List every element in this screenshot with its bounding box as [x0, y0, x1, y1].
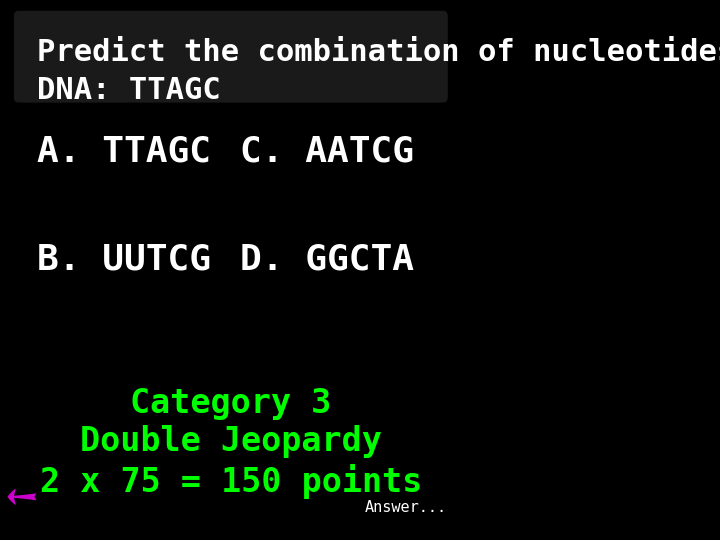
Text: Answer...: Answer...: [365, 500, 447, 515]
Text: A. TTAGC: A. TTAGC: [37, 134, 211, 168]
Text: C. AATCG: C. AATCG: [240, 134, 414, 168]
Text: B. UUTCG: B. UUTCG: [37, 242, 211, 276]
FancyBboxPatch shape: [14, 11, 448, 103]
Text: Category 3
Double Jeopardy
2 x 75 = 150 points: Category 3 Double Jeopardy 2 x 75 = 150 …: [40, 387, 422, 499]
Text: D. GGCTA: D. GGCTA: [240, 242, 414, 276]
Text: Predict the combination of nucleotides for: Predict the combination of nucleotides f…: [37, 38, 720, 67]
Text: DNA: TTAGC: DNA: TTAGC: [37, 76, 220, 105]
